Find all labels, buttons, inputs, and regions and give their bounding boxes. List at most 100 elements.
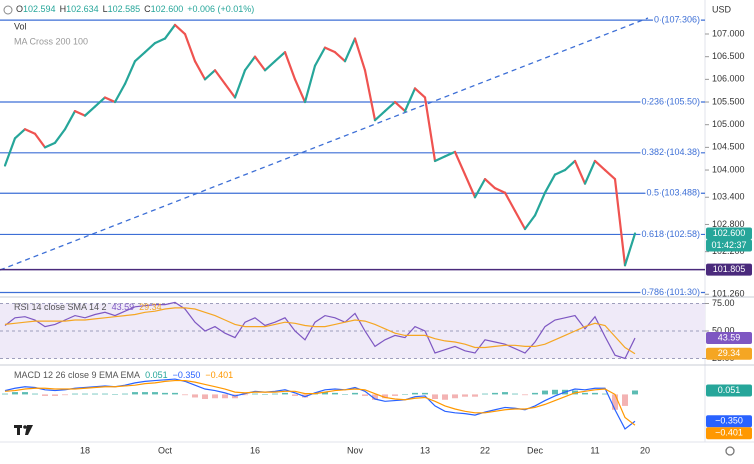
histogram-bar [432, 394, 438, 400]
histogram-bar [342, 394, 348, 395]
y-tick-label: 106.500 [712, 51, 745, 61]
price-segment [193, 60, 207, 81]
collapse-icon[interactable] [3, 5, 13, 15]
histogram-bar [362, 394, 368, 396]
price-segment [603, 168, 617, 181]
histogram-bar [152, 392, 158, 395]
price-segment [583, 159, 597, 185]
histogram-bar [172, 392, 178, 395]
indicator-line [4, 301, 636, 360]
ohlc-key: O [16, 4, 23, 14]
histogram-bar [522, 394, 528, 396]
price-segment [43, 141, 57, 149]
legend-value: 29.34 [139, 302, 162, 312]
last-price-box [706, 227, 752, 240]
price-segment [93, 96, 107, 108]
histogram-bar [502, 392, 508, 395]
settings-icon[interactable] [725, 446, 735, 456]
indicator-title: MACD 12 26 close 9 EMA EMA [14, 370, 140, 380]
logo-part [25, 425, 33, 435]
last-value: 43.59 [718, 332, 741, 342]
price-segment [363, 69, 377, 122]
last-value: −0.401 [715, 428, 743, 438]
histogram-bar [532, 392, 538, 395]
x-tick-label: 13 [420, 445, 430, 455]
last-price: 102.600 [713, 228, 746, 238]
histogram-bar [252, 393, 258, 395]
histogram-bar [632, 390, 638, 395]
indicator-legend: RSI 14 close SMA 14 2 43.59 29.34 [14, 302, 162, 312]
price-segment [253, 55, 267, 72]
histogram-bar [472, 394, 478, 397]
price-segment [103, 96, 117, 104]
price-segment [333, 51, 347, 63]
y-tick-label: 107.000 [712, 28, 745, 38]
price-segment [443, 150, 457, 158]
indicator-line [4, 379, 636, 426]
price-segment [383, 100, 397, 113]
ohlc-value: 102.600 [151, 4, 184, 14]
x-tick-label: 18 [80, 445, 90, 455]
histogram-bar [62, 394, 68, 396]
ma-label: MA Cross 200 100 [14, 36, 88, 46]
price-segment [63, 109, 77, 131]
fib-label: 0.786 (101.30) [641, 287, 700, 297]
last-value-box [706, 427, 752, 440]
histogram-bar [132, 392, 138, 395]
price-segment [353, 37, 367, 72]
x-tick-label: 16 [250, 445, 260, 455]
histogram-bar [82, 393, 88, 395]
tv-logo [14, 425, 33, 435]
ohlc-key: H [60, 4, 67, 14]
volume-label: Vol [14, 21, 27, 31]
histogram-bar [382, 394, 388, 399]
histogram-bar [592, 392, 598, 395]
last-value: 29.34 [718, 348, 741, 358]
histogram-bar [122, 393, 128, 395]
y-tick-label: 104.000 [712, 164, 745, 174]
price-segment [483, 178, 497, 190]
price-segment [343, 37, 357, 63]
price-segment [273, 51, 287, 63]
legend-value: −0.350 [173, 370, 201, 380]
ohlc-change: +0.006 (+0.01%) [187, 4, 254, 14]
last-value-box [706, 332, 752, 345]
histogram-bar [292, 394, 298, 396]
price-segment [413, 87, 427, 99]
price-segment [293, 78, 307, 104]
histogram-bar [402, 394, 408, 395]
histogram-bar [32, 393, 38, 395]
price-line-label: 101.805 [713, 264, 746, 274]
histogram-bar [492, 392, 498, 395]
price-segment [163, 23, 177, 40]
histogram-bar [512, 393, 518, 395]
price-segment [113, 82, 127, 104]
countdown: 01:42:37 [711, 240, 746, 250]
last-value-box [706, 415, 752, 428]
price-segment [403, 87, 417, 113]
histogram-bar [22, 392, 28, 395]
price-segment [183, 32, 197, 63]
ohlc-legend: O102.594 H102.634 L102.585 C102.600 +0.006 (… [16, 4, 254, 14]
histogram-bar [192, 394, 198, 398]
ohlc-key: L [103, 4, 108, 14]
fib-label: 0.5 (103.488) [646, 188, 700, 198]
price-segment [393, 100, 407, 113]
histogram-bar [552, 389, 558, 395]
currency[interactable]: USD [712, 4, 732, 14]
histogram-bar [2, 393, 8, 395]
x-tick-label: 22 [480, 445, 490, 455]
histogram-bar [262, 394, 268, 395]
histogram-bar [582, 392, 588, 395]
price-segment [473, 178, 487, 199]
histogram-bar [182, 394, 188, 396]
ohlc-value: 102.585 [108, 4, 141, 14]
last-value: 0.051 [718, 385, 741, 395]
price-line-label-box [706, 263, 752, 276]
price-segment [543, 173, 557, 194]
histogram-bar [352, 392, 358, 395]
histogram-bar [12, 392, 18, 395]
price-segment [53, 128, 67, 144]
price-segment [33, 132, 47, 149]
